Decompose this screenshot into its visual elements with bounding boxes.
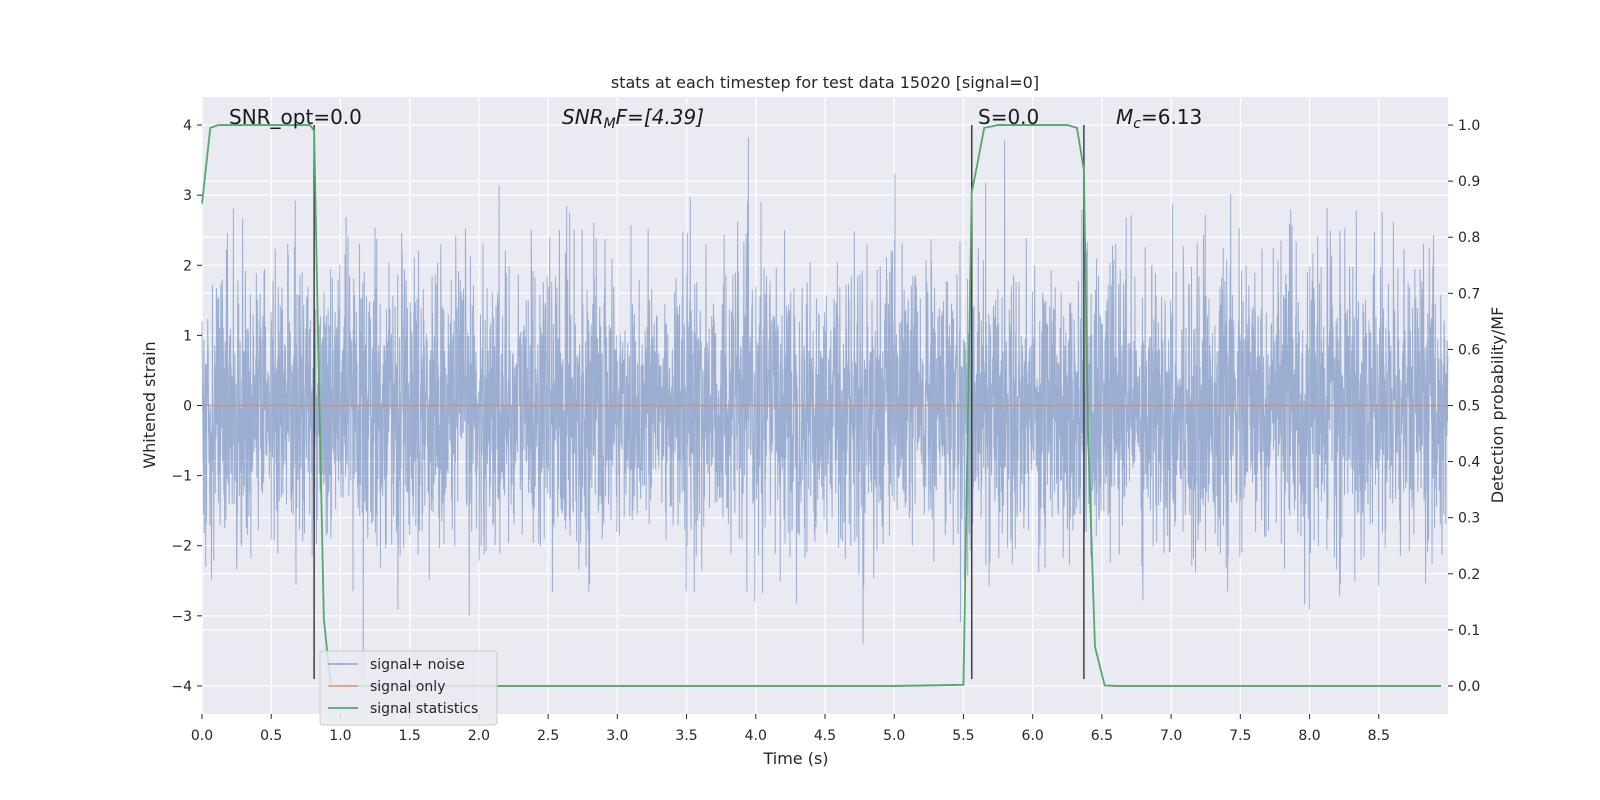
x-tick-label: 0.5 [260, 728, 282, 744]
legend-label-stats: signal statistics [370, 701, 478, 717]
x-axis-label: Time (s) [762, 749, 828, 768]
y-axis-left-ticks: 4 3 2 1 0 −1 −2 −3 −4 [171, 118, 202, 695]
x-tick-label: 2.0 [468, 728, 490, 744]
legend-box [319, 650, 498, 726]
x-tick-label: 2.5 [537, 728, 559, 744]
x-axis-ticks: 0.0 0.5 1.0 1.5 2.0 2.5 3.0 3.5 4.0 4.5 5.0 5.5 6.0 6… [191, 714, 1390, 744]
y-right-tick-label: 0.3 [1458, 511, 1480, 527]
y-right-tick-label: 0.5 [1458, 399, 1480, 415]
x-tick-label: 3.5 [675, 728, 697, 744]
y-tick-label: −4 [171, 679, 192, 695]
annotation-snr-mf-sub: M [604, 116, 616, 132]
x-tick-label: 1.0 [329, 728, 351, 744]
signal-statistics-line [201, 124, 1442, 687]
y-right-tick-label: 0.8 [1458, 230, 1480, 246]
y-right-tick-label: 0.9 [1458, 174, 1480, 190]
y-tick-label: −1 [171, 469, 192, 485]
x-tick-label: 5.5 [952, 728, 974, 744]
y-right-tick-label: 1.0 [1458, 118, 1480, 134]
annotation-snr-mf: SNRMF=[4.39] [562, 105, 704, 132]
x-tick-label: 6.0 [1022, 728, 1044, 744]
annotation-mc: Mc=6.13 [1116, 105, 1202, 132]
y-right-tick-label: 0.2 [1458, 567, 1480, 583]
y-tick-label: 4 [183, 118, 192, 134]
y-right-tick-label: 0.4 [1458, 455, 1480, 471]
y-right-tick-label: 0.6 [1458, 342, 1480, 358]
x-tick-label: 5.0 [883, 728, 905, 744]
x-tick-label: 1.5 [399, 728, 421, 744]
annotation-snr-opt: SNR_opt=0.0 [229, 105, 362, 129]
annotation-s-value: S=0.0 [978, 105, 1039, 129]
y-right-tick-label: 0.0 [1458, 679, 1480, 695]
signal-noise-series [201, 137, 1449, 679]
y-right-tick-label: 0.1 [1458, 623, 1480, 639]
y-tick-label: 3 [183, 188, 192, 204]
x-tick-label: 3.0 [606, 728, 628, 744]
x-tick-label: 4.0 [745, 728, 767, 744]
chart-title: stats at each timestep for test data 150… [611, 73, 1039, 92]
x-tick-label: 6.5 [1091, 728, 1113, 744]
annotation-mc-sub: c [1133, 116, 1141, 132]
y-tick-label: −2 [171, 539, 192, 555]
annotation-mc-main: M [1116, 105, 1133, 129]
annotation-snr-mf-rest: F=[4.39] [616, 105, 704, 129]
y-tick-label: −3 [171, 609, 192, 625]
y-axis-right-ticks: 1.0 0.9 0.8 0.7 0.6 0.5 0.4 0.3 0.2 0.1 0.0 [1448, 118, 1480, 695]
x-tick-label: 8.5 [1368, 728, 1390, 744]
annotation-mc-rest: =6.13 [1141, 105, 1202, 129]
y-axis-label: Whitened strain [140, 341, 159, 468]
y-tick-label: 0 [183, 399, 192, 415]
y-tick-label: 1 [183, 328, 192, 344]
annotation-snr-mf-main: SNR [562, 105, 604, 129]
x-tick-label: 0.0 [191, 728, 213, 744]
legend-label-signal: signal only [370, 679, 445, 695]
legend: signal+ noise signal only signal statist… [319, 650, 498, 726]
y-tick-label: 2 [183, 258, 192, 274]
y-axis-right-label: Detection probability/MF [1488, 307, 1507, 504]
x-tick-label: 7.0 [1160, 728, 1182, 744]
x-tick-label: 8.0 [1298, 728, 1320, 744]
y-right-tick-label: 0.7 [1458, 286, 1480, 302]
x-tick-label: 4.5 [814, 728, 836, 744]
legend-label-noise: signal+ noise [370, 657, 465, 673]
signal-noise-line [201, 137, 1449, 679]
x-tick-label: 7.5 [1229, 728, 1251, 744]
